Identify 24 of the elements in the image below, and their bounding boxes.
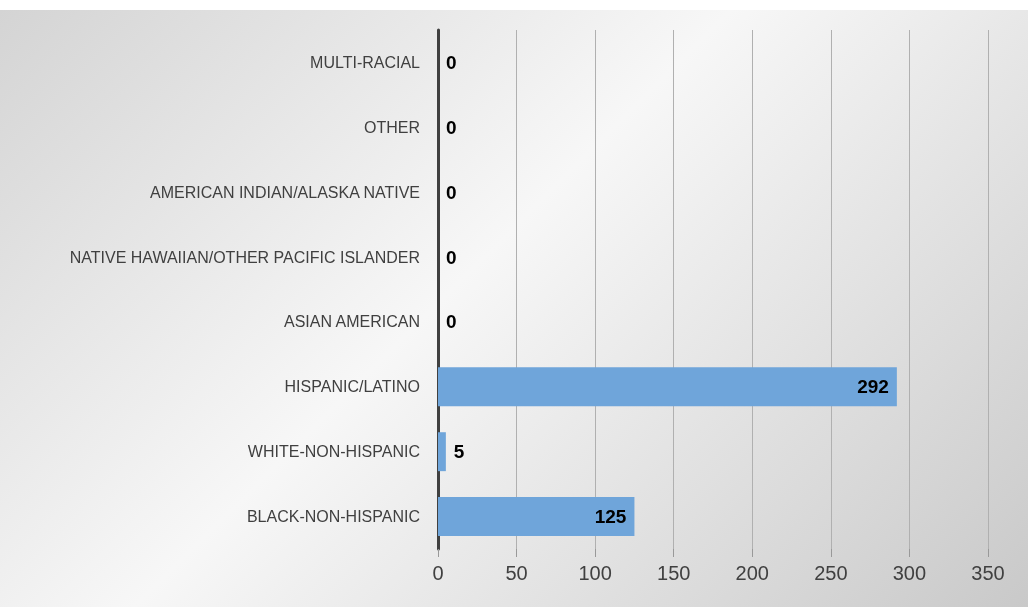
data-label: 0 [446, 246, 457, 268]
data-label: 0 [446, 311, 457, 333]
data-label: 0 [446, 181, 457, 203]
x-tick-label: 0 [432, 562, 444, 584]
y-tick-label: AMERICAN INDIAN/ALASKA NATIVE [150, 183, 420, 201]
y-tick-label: ASIAN AMERICAN [283, 313, 420, 331]
data-label: 292 [857, 376, 889, 398]
x-tick-label: 250 [814, 562, 848, 584]
data-label: 5 [453, 441, 465, 463]
y-tick-label: WHITE-NON-HISPANIC [247, 443, 420, 461]
x-tick-label: 300 [892, 562, 927, 584]
data-label: 0 [446, 51, 457, 73]
x-tick-label: 150 [657, 562, 691, 584]
y-tick-label: OTHER [364, 118, 420, 136]
y-tick-label: HISPANIC/LATINO [284, 378, 420, 396]
y-tick-label: BLACK-NON-HISPANIC [246, 508, 420, 526]
data-label: 125 [594, 506, 627, 528]
x-tick-label: 100 [578, 562, 612, 584]
x-tick-label: 200 [735, 562, 769, 584]
data-label: 0 [446, 116, 457, 138]
y-tick-label: NATIVE HAWAIIAN/OTHER PACIFIC ISLANDER [69, 248, 420, 266]
y-tick-label: MULTI-RACIAL [310, 53, 421, 71]
x-tick-label: 50 [505, 562, 528, 584]
x-tick-label: 350 [971, 562, 1005, 584]
